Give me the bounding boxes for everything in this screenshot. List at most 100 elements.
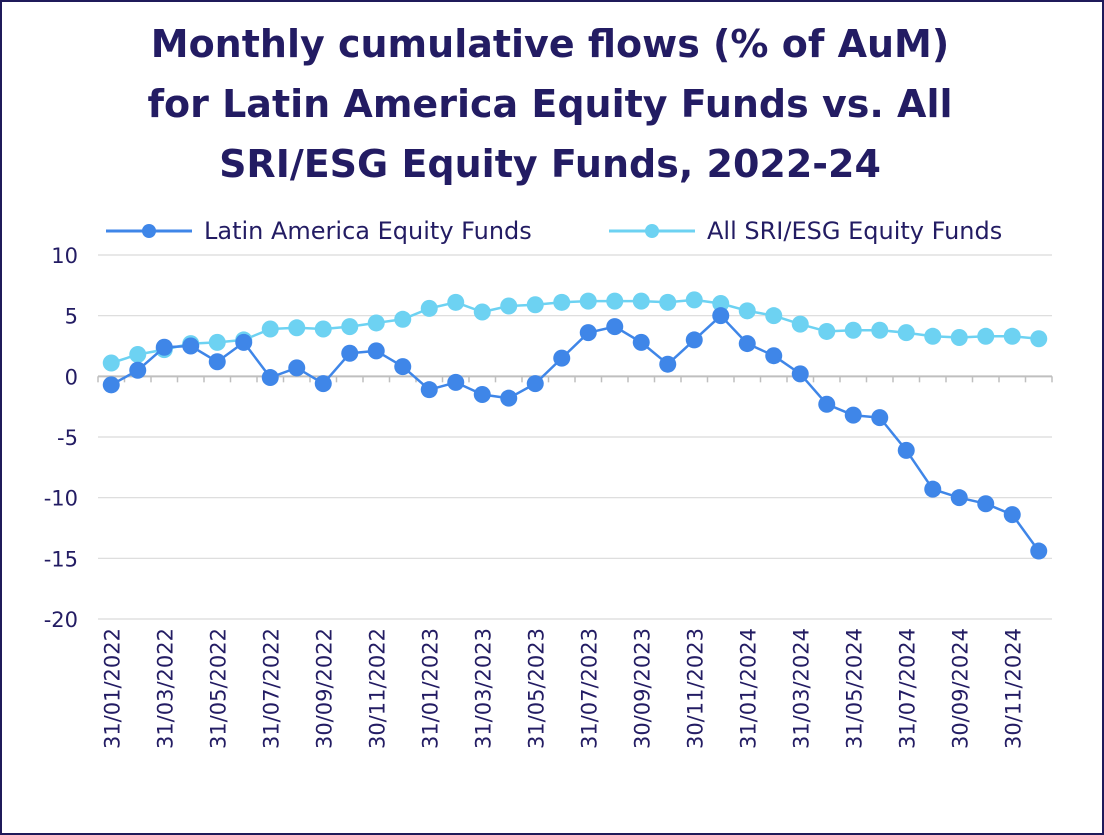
y-tick-label: -10	[44, 487, 78, 511]
data-point-latin-america	[579, 324, 597, 342]
data-point-sri-esg	[685, 291, 703, 309]
data-point-latin-america	[765, 347, 783, 365]
data-point-sri-esg	[712, 295, 730, 313]
data-point-sri-esg	[526, 296, 544, 314]
data-point-sri-esg	[1030, 330, 1048, 348]
data-point-sri-esg	[606, 292, 624, 310]
data-point-latin-america	[950, 489, 968, 507]
data-point-sri-esg	[367, 314, 385, 332]
data-point-sri-esg	[1003, 327, 1021, 345]
x-tick-label: 31/05/2023	[524, 628, 548, 749]
data-point-latin-america	[341, 344, 359, 362]
data-point-latin-america	[606, 318, 624, 336]
data-point-sri-esg	[553, 293, 571, 311]
data-point-sri-esg	[632, 292, 650, 310]
legend: Latin America Equity Funds All SRI/ESG E…	[106, 217, 1002, 245]
y-tick-label: -20	[44, 608, 78, 632]
data-point-latin-america	[1030, 542, 1048, 560]
data-point-latin-america	[924, 480, 942, 498]
data-point-latin-america	[367, 342, 385, 360]
x-tick-label: 31/03/2023	[471, 628, 495, 749]
legend-marker-latin-america	[142, 224, 156, 238]
x-tick-label: 31/01/2023	[418, 628, 442, 749]
y-tick-label: -15	[44, 547, 78, 571]
data-point-latin-america	[394, 358, 412, 376]
data-point-sri-esg	[950, 329, 968, 347]
data-point-sri-esg	[341, 318, 359, 336]
x-tick-label: 31/05/2022	[206, 628, 230, 749]
x-tick-label: 30/09/2024	[948, 628, 972, 749]
data-point-sri-esg	[129, 345, 147, 363]
x-tick-label: 30/11/2024	[1001, 628, 1025, 749]
data-point-latin-america	[129, 361, 147, 379]
data-point-sri-esg	[738, 302, 756, 320]
x-tick-label: 31/07/2024	[895, 628, 919, 749]
data-point-sri-esg	[102, 354, 120, 372]
data-point-sri-esg	[765, 307, 783, 325]
data-point-latin-america	[685, 331, 703, 349]
x-tick-label: 31/03/2022	[153, 628, 177, 749]
data-point-sri-esg	[659, 293, 677, 311]
data-point-sri-esg	[579, 292, 597, 310]
data-point-sri-esg	[420, 299, 438, 317]
data-point-latin-america	[897, 441, 915, 459]
x-tick-label: 31/01/2024	[736, 628, 760, 749]
data-point-latin-america	[473, 386, 491, 404]
data-point-latin-america	[420, 381, 438, 399]
data-point-latin-america	[977, 495, 995, 513]
data-point-sri-esg	[500, 297, 518, 315]
data-point-sri-esg	[394, 310, 412, 328]
data-point-latin-america	[738, 335, 756, 353]
y-tick-label: -5	[57, 426, 78, 450]
data-point-latin-america	[553, 349, 571, 367]
x-tick-label: 31/05/2024	[842, 628, 866, 749]
data-point-sri-esg	[977, 327, 995, 345]
data-point-latin-america	[182, 337, 200, 355]
data-point-sri-esg	[897, 324, 915, 342]
x-tick-label: 30/11/2023	[683, 628, 707, 749]
data-point-sri-esg	[818, 322, 836, 340]
y-tick-label: 0	[65, 365, 78, 389]
data-point-latin-america	[526, 375, 544, 393]
data-point-sri-esg	[208, 333, 226, 351]
data-point-latin-america	[871, 409, 889, 427]
data-point-sri-esg	[288, 319, 306, 337]
data-point-latin-america	[712, 307, 730, 325]
chart-title: Monthly cumulative flows (% of AuM) for …	[0, 14, 1100, 194]
data-point-latin-america	[447, 373, 465, 391]
x-tick-label: 31/07/2022	[259, 628, 283, 749]
data-point-sri-esg	[473, 303, 491, 321]
data-point-latin-america	[155, 338, 173, 356]
x-tick-label: 30/09/2022	[312, 628, 336, 749]
chart-title-line-3: SRI/ESG Equity Funds, 2022-24	[219, 142, 881, 186]
data-point-latin-america	[208, 353, 226, 371]
x-tick-label: 30/11/2022	[365, 628, 389, 749]
data-point-latin-america	[659, 355, 677, 373]
data-point-latin-america	[314, 375, 332, 393]
data-point-latin-america	[235, 333, 253, 351]
series-line-latin-america	[110, 314, 1040, 552]
chart-title-line-1: Monthly cumulative flows (% of AuM)	[150, 22, 950, 66]
chart-title-line-2: for Latin America Equity Funds vs. All	[147, 82, 953, 126]
data-point-sri-esg	[871, 321, 889, 339]
data-point-latin-america	[791, 365, 809, 383]
data-point-latin-america	[1003, 506, 1021, 524]
x-tick-label: 30/09/2023	[630, 628, 654, 749]
data-point-latin-america	[818, 395, 836, 413]
data-point-latin-america	[102, 376, 120, 394]
data-point-sri-esg	[261, 320, 279, 338]
data-point-latin-america	[288, 359, 306, 377]
x-tick-label: 31/03/2024	[789, 628, 813, 749]
data-point-latin-america	[844, 406, 862, 424]
data-point-sri-esg	[314, 320, 332, 338]
y-tick-label: 10	[51, 244, 78, 268]
data-point-latin-america	[632, 333, 650, 351]
x-tick-label: 31/01/2022	[100, 628, 124, 749]
data-point-sri-esg	[447, 293, 465, 311]
legend-label-latin-america: Latin America Equity Funds	[204, 217, 532, 245]
data-point-sri-esg	[924, 327, 942, 345]
x-tick-label: 31/07/2023	[577, 628, 601, 749]
y-tick-label: 5	[65, 305, 78, 329]
